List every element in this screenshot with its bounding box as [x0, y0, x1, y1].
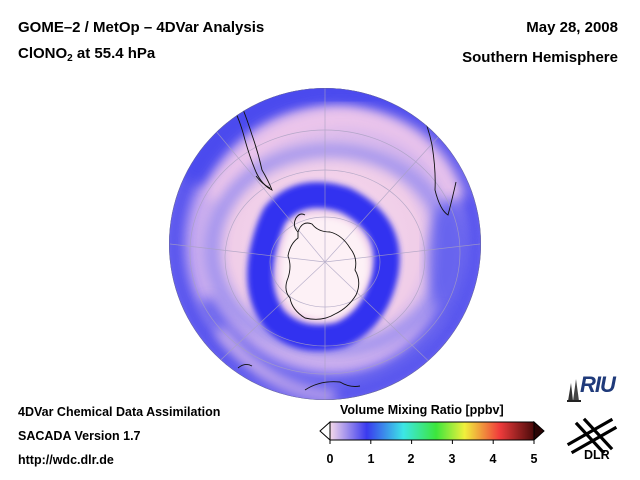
- colorbar-tick-2: 2: [407, 452, 415, 466]
- colorbar-over-arrow: [533, 420, 545, 442]
- colorbar-tick-4: 4: [489, 452, 497, 466]
- colorbar-tick-0: 0: [326, 452, 334, 466]
- analysis-date: May 28, 2008: [526, 19, 618, 36]
- footer-line-1: 4DVar Chemical Data Assimilation: [18, 405, 221, 419]
- species-prefix: ClONO: [18, 45, 68, 62]
- species-suffix: at 55.4 hPa: [72, 45, 156, 62]
- colorbar-tick-1: 1: [367, 452, 375, 466]
- colorbar-under-arrow: [319, 420, 331, 442]
- footer-line-2: SACADA Version 1.7: [18, 429, 141, 443]
- colorbar-gradient: [329, 421, 535, 441]
- globe-disk: [169, 88, 481, 400]
- riu-logo-icon: [567, 379, 581, 402]
- species-label: ClONO2 at 55.4 hPa: [18, 45, 156, 64]
- dlr-logo-icon: [566, 417, 618, 455]
- riu-logo-text: RIU: [580, 372, 616, 397]
- colorbar-tick-5: 5: [530, 452, 538, 466]
- coastlines: [231, 101, 457, 391]
- footer-url: http://wdc.dlr.de: [18, 453, 114, 467]
- colorbar-tick-3: 3: [448, 452, 456, 466]
- species-subscript: 2: [67, 53, 73, 64]
- colorbar: [319, 420, 545, 444]
- analysis-title: GOME–2 / MetOp – 4DVar Analysis: [18, 19, 265, 36]
- colorbar-title: Volume Mixing Ratio [ppbv]: [340, 403, 504, 417]
- dlr-logo-text: DLR: [584, 448, 610, 462]
- region-label: Southern Hemisphere: [462, 49, 618, 66]
